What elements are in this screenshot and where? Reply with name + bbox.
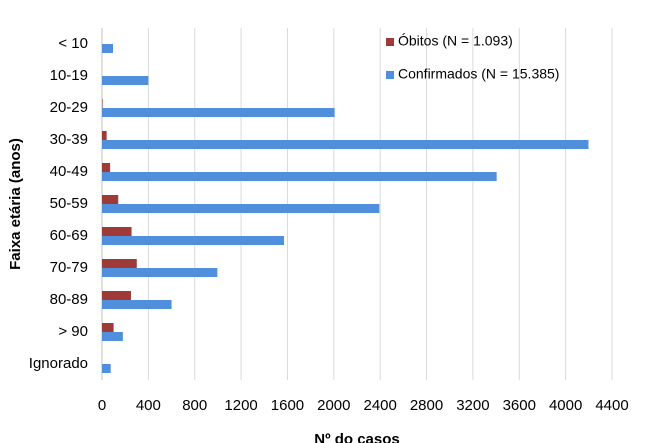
bar xyxy=(102,268,218,277)
x-tick-label: 3200 xyxy=(456,397,489,414)
legend-swatch xyxy=(386,38,394,46)
bar xyxy=(102,195,119,204)
bar xyxy=(102,364,111,373)
bar xyxy=(102,99,103,108)
bar xyxy=(102,227,132,236)
bar xyxy=(102,332,123,341)
y-tick-label: 60-69 xyxy=(50,227,88,244)
legend-label: Óbitos (N = 1.093) xyxy=(398,33,513,49)
bar xyxy=(102,236,284,245)
legend-swatch xyxy=(386,71,394,79)
legend-label: Confirmados (N = 15.385) xyxy=(398,66,559,82)
x-tick-label: 1600 xyxy=(271,397,304,414)
bar xyxy=(102,108,335,117)
bar xyxy=(102,131,107,140)
bar xyxy=(102,259,137,268)
y-tick-label: 10-19 xyxy=(50,67,88,84)
bar xyxy=(102,76,149,85)
y-tick-label: > 90 xyxy=(58,323,88,340)
x-tick-label: 0 xyxy=(98,397,106,414)
bar xyxy=(102,172,497,181)
x-tick-label: 3600 xyxy=(503,397,536,414)
x-tick-label: 2800 xyxy=(410,397,443,414)
bar xyxy=(102,300,172,309)
bar xyxy=(102,291,131,300)
bar xyxy=(102,323,114,332)
y-tick-label: 80-89 xyxy=(50,291,88,308)
x-tick-label: 400 xyxy=(136,397,161,414)
x-tick-label: 4400 xyxy=(595,397,628,414)
y-tick-label: Ignorado xyxy=(29,355,88,372)
x-tick-label: 800 xyxy=(182,397,207,414)
y-axis-title: Faixa etária (anos) xyxy=(7,138,24,270)
x-tick-label: 2000 xyxy=(317,397,350,414)
y-tick-label: 70-79 xyxy=(50,259,88,276)
y-tick-label: 50-59 xyxy=(50,195,88,212)
y-tick-label: 40-49 xyxy=(50,163,88,180)
x-axis-title: Nº do casos xyxy=(314,431,400,443)
bar xyxy=(102,44,114,53)
x-tick-label: 4000 xyxy=(549,397,582,414)
x-tick-label: 2400 xyxy=(363,397,396,414)
bar xyxy=(102,204,380,213)
y-tick-label: < 10 xyxy=(58,35,88,52)
y-tick-label: 20-29 xyxy=(50,99,88,116)
y-tick-label: 30-39 xyxy=(50,131,88,148)
bar xyxy=(102,140,589,149)
bar xyxy=(102,163,111,172)
x-tick-label: 1200 xyxy=(224,397,257,414)
